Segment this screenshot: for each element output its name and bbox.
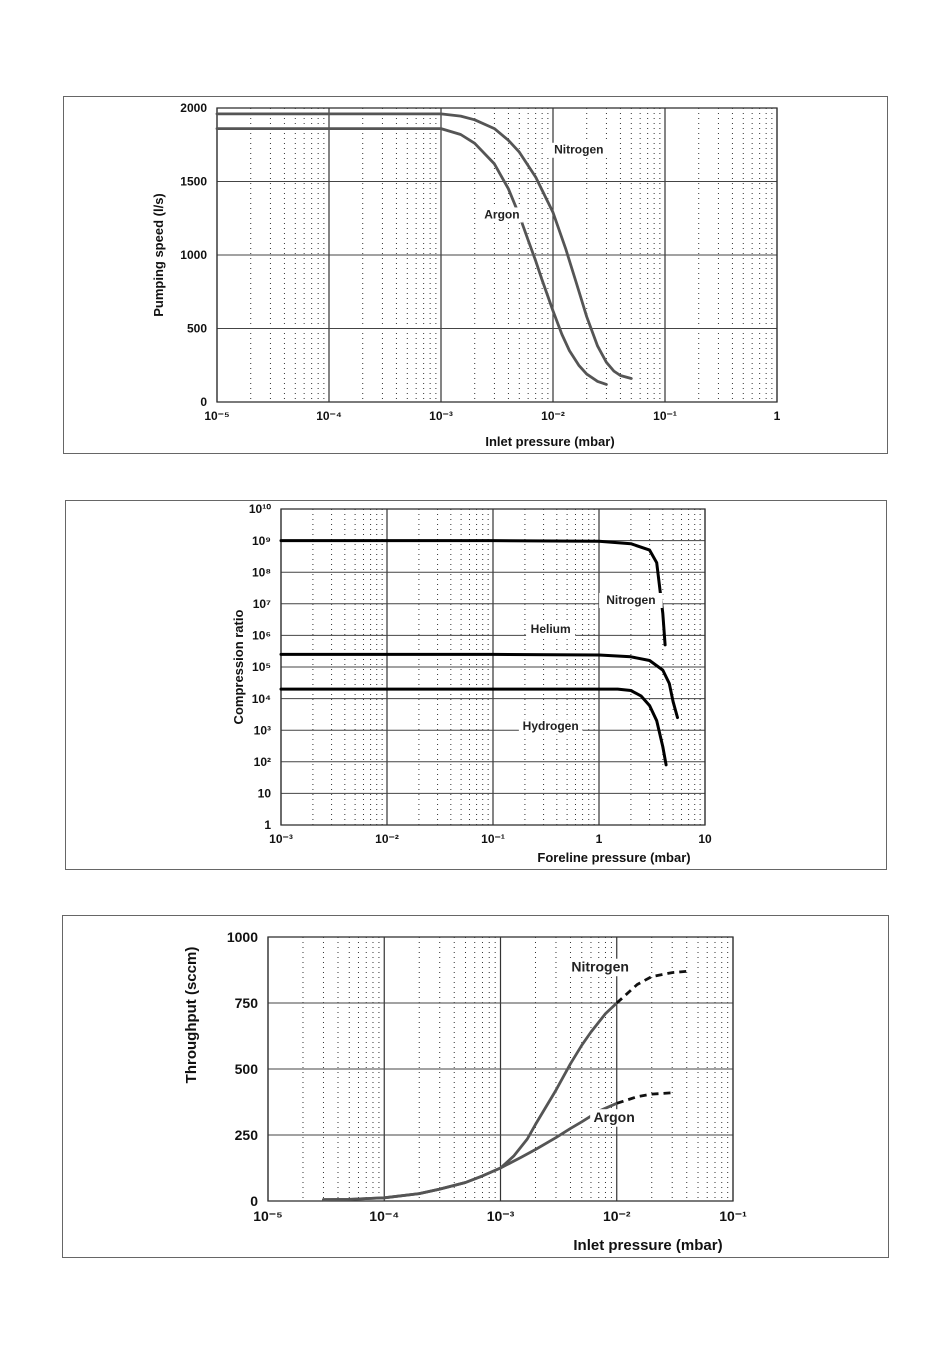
label-background-nitrogen — [547, 142, 611, 158]
x-tick-label: 10⁻² — [375, 832, 399, 846]
y-tick-label: 1000 — [180, 248, 207, 262]
y-tick-label: 10¹⁰ — [249, 502, 271, 516]
y-tick-label: 10⁸ — [252, 565, 271, 579]
x-tick-label: 10⁻⁵ — [204, 409, 229, 423]
series-label-hydrogen: Hydrogen — [523, 719, 579, 733]
y-tick-label: 10⁹ — [252, 534, 271, 548]
y-tick-label: 1 — [264, 818, 271, 832]
series-line-hydrogen — [279, 687, 668, 767]
x-tick-label: 10⁻⁴ — [316, 409, 342, 423]
y-tick-label: 500 — [235, 1061, 259, 1077]
series-label-argon: Argon — [484, 207, 519, 221]
label-background-helium — [526, 622, 576, 638]
x-axis-label: Foreline pressure (mbar) — [537, 850, 690, 865]
x-tick-label: 10⁻¹ — [653, 409, 677, 423]
series-label-argon: Argon — [594, 1109, 635, 1125]
y-tick-label: 1500 — [180, 175, 207, 189]
y-tick-label: 10² — [254, 755, 271, 769]
y-axis-label: Compression ratio — [231, 610, 246, 725]
chart-panel-pumping-speed — [63, 96, 888, 454]
x-axis-label: Inlet pressure (mbar) — [573, 1237, 722, 1254]
x-tick-label: 10⁻¹ — [481, 832, 505, 846]
chart-3: 10⁻⁵ 10⁻⁴ 10⁻³ 10⁻² 10⁻¹ 0 250 500 750 1000 Inlet … — [183, 929, 747, 1254]
y-tick-label: 750 — [235, 995, 259, 1011]
x-tick-label: 10⁻³ — [269, 832, 293, 846]
y-tick-label: 10⁴ — [252, 692, 271, 706]
chart-1: 10⁻⁵ 10⁻⁴ 10⁻³ 10⁻² 10⁻¹ 1 0 500 1000 1500 2000 Inl… — [151, 101, 781, 449]
series-line-argon-extrapolated — [616, 1091, 673, 1105]
y-tick-label: 500 — [187, 322, 207, 336]
y-tick-label: 10⁶ — [252, 629, 271, 643]
y-tick-label: 10⁵ — [252, 660, 271, 674]
x-tick-label: 10⁻³ — [487, 1208, 515, 1224]
label-background-hydrogen — [518, 719, 583, 735]
label-background-nitrogen — [563, 958, 637, 977]
chart-panel-throughput — [62, 915, 889, 1258]
series-label-helium: Helium — [531, 622, 571, 636]
x-axis-label: Inlet pressure (mbar) — [485, 434, 614, 449]
y-tick-label: 1000 — [227, 929, 258, 945]
y-axis-label: Throughput (sccm) — [183, 947, 200, 1084]
plot-frame — [267, 936, 734, 1202]
label-background-nitrogen — [599, 593, 663, 608]
series-line-nitrogen — [215, 112, 633, 380]
series-label-nitrogen: Nitrogen — [606, 593, 655, 607]
series-label-nitrogen: Nitrogen — [554, 143, 603, 157]
x-tick-label: 10 — [698, 832, 712, 846]
x-tick-label: 1 — [774, 409, 781, 423]
x-tick-label: 10⁻² — [541, 409, 565, 423]
plot-frame — [216, 107, 778, 403]
y-tick-label: 2000 — [180, 101, 207, 115]
series-label-nitrogen: Nitrogen — [571, 958, 629, 974]
y-tick-label: 10³ — [254, 723, 271, 737]
x-tick-label: 10⁻² — [603, 1208, 631, 1224]
y-tick-label: 10⁷ — [253, 597, 271, 611]
series-line-nitrogen — [322, 1001, 619, 1202]
label-background-argon — [590, 1109, 639, 1127]
y-tick-label: 10 — [258, 787, 272, 801]
x-tick-label: 10⁻⁵ — [253, 1208, 283, 1224]
series-line-helium — [279, 652, 679, 720]
series-line-nitrogen-extrapolated — [615, 969, 687, 1005]
series-line-argon — [322, 1101, 619, 1202]
series-line-argon — [215, 127, 608, 386]
x-tick-label: 10⁻³ — [429, 409, 453, 423]
y-axis-label: Pumping speed (l/s) — [151, 193, 166, 317]
y-tick-label: 0 — [250, 1193, 258, 1209]
x-tick-label: 10⁻⁴ — [369, 1208, 399, 1224]
chart-2: 10⁻³ 10⁻² 10⁻¹ 1 10 1 10 10² 10³ 10⁴ 10⁵ 10⁶ 10⁷ 10⁸ 1… — [231, 502, 712, 865]
plot-frame — [280, 508, 706, 826]
y-tick-label: 0 — [200, 395, 207, 409]
x-tick-label: 1 — [596, 832, 603, 846]
label-background-argon — [480, 207, 523, 223]
x-tick-label: 10⁻¹ — [719, 1208, 747, 1224]
chart-panel-compression-ratio — [65, 500, 887, 870]
y-tick-label: 250 — [235, 1127, 259, 1143]
